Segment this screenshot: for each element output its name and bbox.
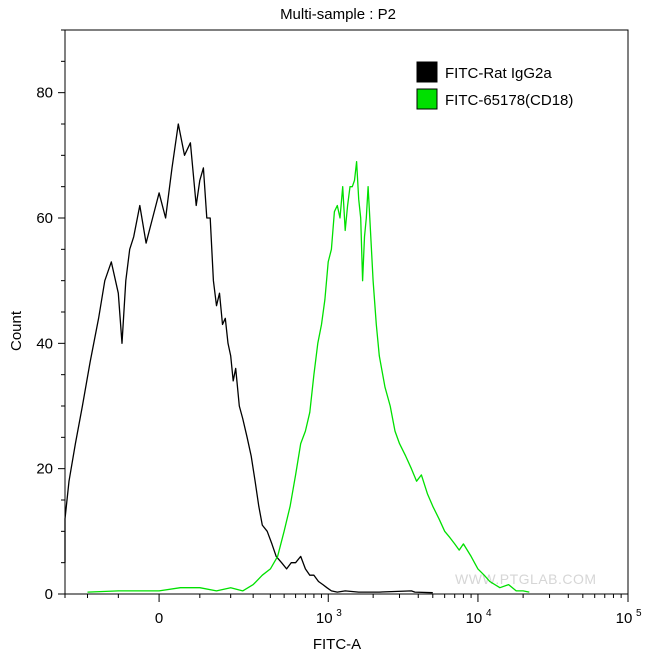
y-tick-label: 60	[36, 210, 53, 227]
legend-swatch	[416, 61, 438, 83]
legend-swatch	[416, 88, 438, 110]
y-tick-label: 0	[45, 586, 53, 603]
x-tick-label: 10	[466, 610, 483, 627]
series-line-1	[64, 123, 433, 594]
y-axis: 0 20 40 60 80	[36, 29, 65, 603]
series-line-2	[87, 160, 530, 593]
x-tick-label: 10	[616, 610, 633, 627]
x-axis: 0 10 3 10 4 10 5	[64, 594, 642, 627]
legend: FITC-Rat IgG2a FITC-65178(CD18)	[416, 61, 573, 110]
legend-label: FITC-65178(CD18)	[445, 92, 573, 109]
y-tick-label: 20	[36, 461, 53, 478]
legend-label: FITC-Rat IgG2a	[445, 65, 552, 82]
chart-title: Multi-sample : P2	[280, 6, 396, 23]
y-axis-label: Count	[8, 310, 25, 351]
x-tick-exponent: 4	[486, 608, 492, 619]
x-axis-label: FITC-A	[313, 636, 361, 653]
y-tick-label: 80	[36, 85, 53, 102]
plot-frame	[64, 29, 629, 595]
y-tick-label: 40	[36, 335, 53, 352]
series-layer	[64, 123, 530, 594]
x-tick-label: 10	[316, 610, 333, 627]
watermark: WWW.PTGLAB.COM	[455, 571, 597, 587]
x-tick-label: 0	[155, 610, 163, 627]
x-tick-exponent: 3	[336, 608, 342, 619]
x-tick-exponent: 5	[636, 608, 642, 619]
